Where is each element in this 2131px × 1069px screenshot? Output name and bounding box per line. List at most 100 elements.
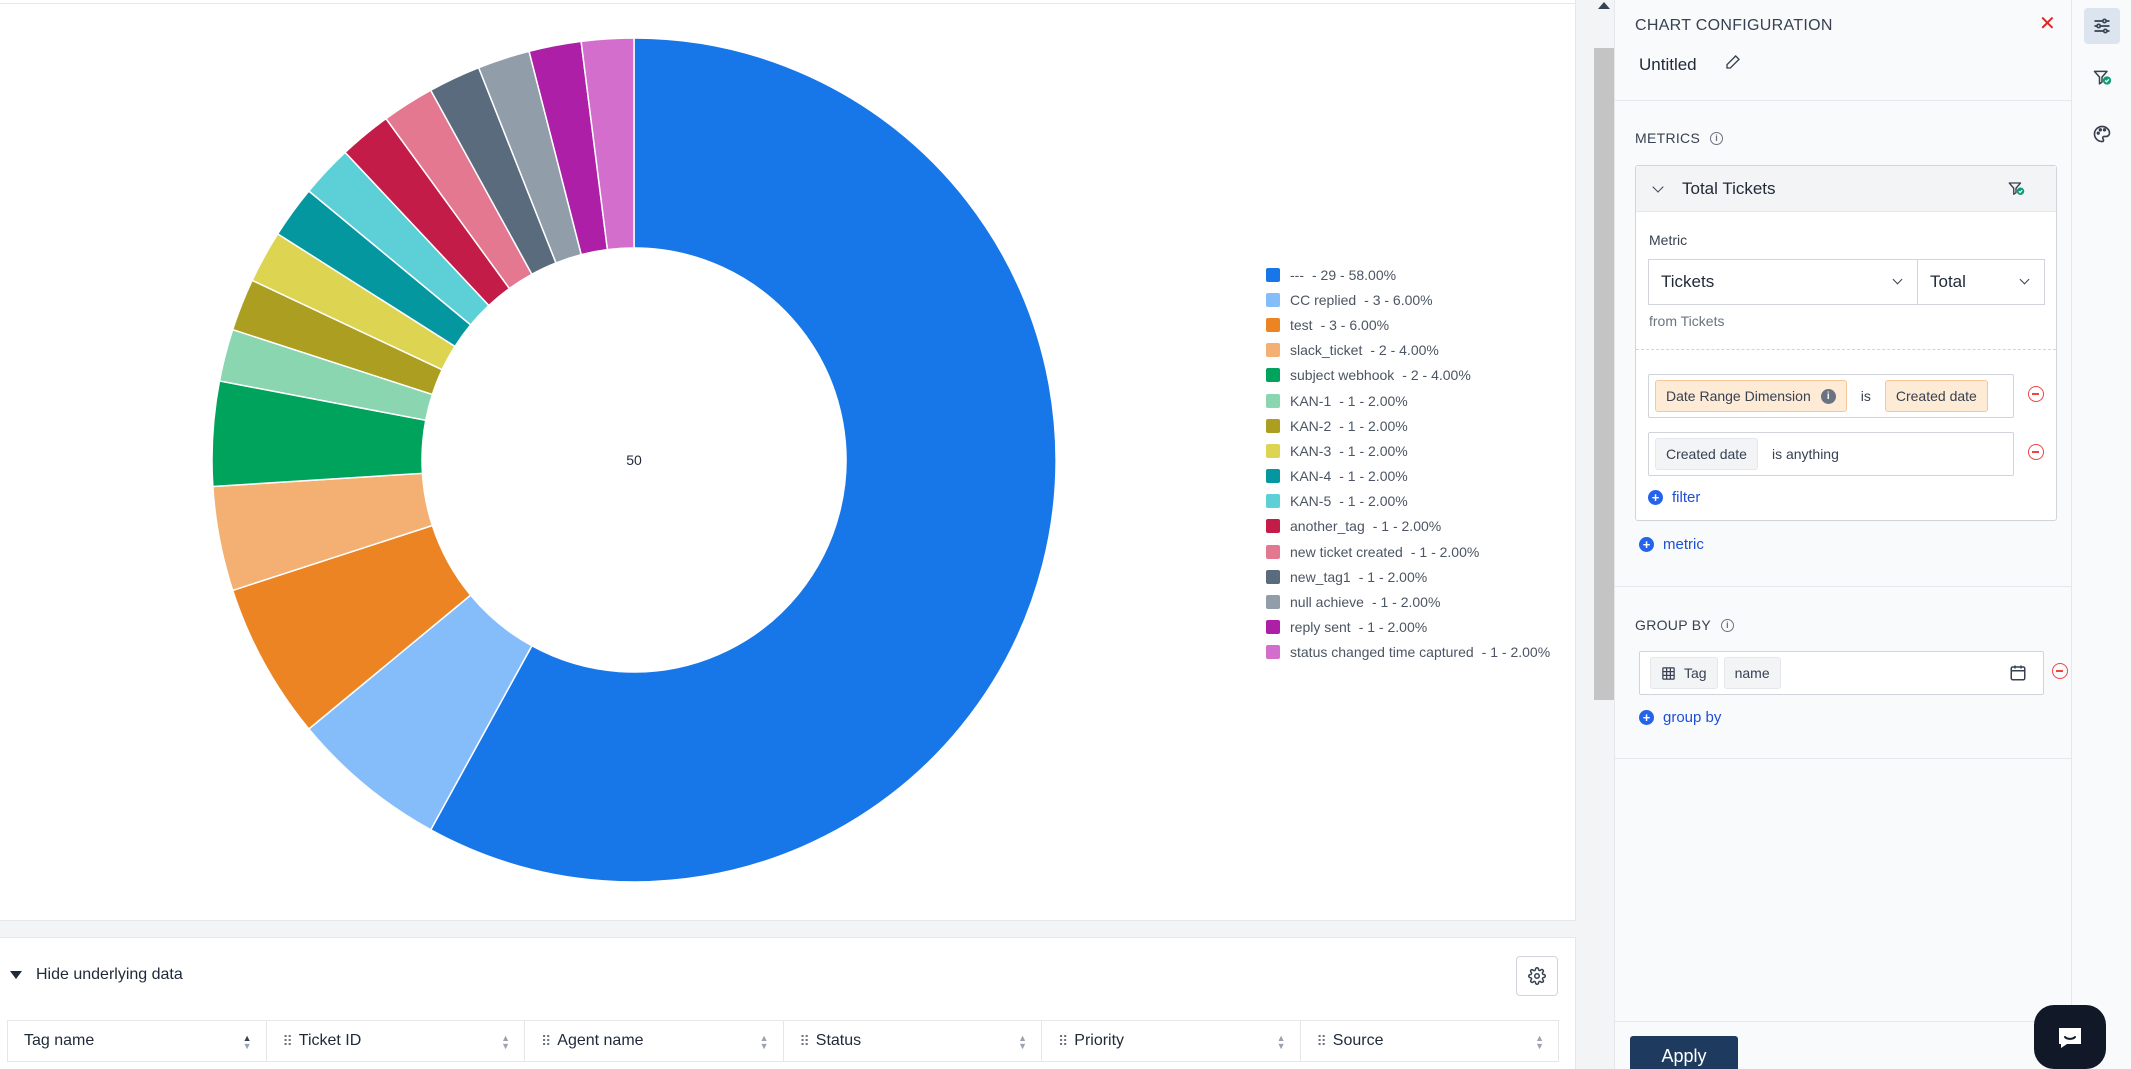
metric-select-value: Tickets <box>1661 272 1715 291</box>
column-header-label: Ticket ID <box>298 1032 362 1049</box>
aggregate-select[interactable]: Total <box>1917 259 2045 305</box>
legend-swatch <box>1266 620 1280 635</box>
divider <box>1615 758 2072 759</box>
drag-handle-icon[interactable]: ⠿ <box>541 1032 551 1049</box>
legend-label: CC replied <box>1290 291 1357 308</box>
info-icon[interactable]: i <box>1721 618 1735 632</box>
metric-source-text: from Tickets <box>1649 313 1725 329</box>
sort-icon[interactable]: ▲ ▼ <box>501 1033 510 1051</box>
legend-item[interactable]: subject webhook - 2 - 4.00% <box>1266 363 1550 388</box>
legend-value: - 2 - 4.00% <box>1402 367 1471 384</box>
sort-icon[interactable]: ▲ ▼ <box>242 1033 252 1051</box>
remove-filter-icon[interactable] <box>2028 444 2044 460</box>
drag-handle-icon[interactable]: ⠿ <box>1058 1032 1068 1049</box>
filter-value-chip[interactable]: Created date <box>1884 380 1988 412</box>
sort-icon[interactable]: ▲ ▼ <box>759 1033 769 1051</box>
filter-operator: is <box>1860 388 1871 404</box>
configuration-tab[interactable] <box>2084 8 2120 44</box>
column-header[interactable]: ⠿ Priority ▲ ▼ <box>1042 1021 1301 1061</box>
chevron-down-icon <box>1892 274 1903 285</box>
filter-row-date-range[interactable]: Date Range Dimension i is Created date <box>1648 374 2014 418</box>
legend-item[interactable]: another_tag - 1 - 2.00% <box>1266 514 1550 539</box>
group-by-section-label: GROUP BY i <box>1635 617 1735 633</box>
add-filter-button[interactable]: + filter <box>1648 489 1700 506</box>
chart-top-border <box>0 3 1576 4</box>
panel-title: CHART CONFIGURATION <box>1635 17 1833 34</box>
metric-field-label: Metric <box>1649 232 1688 248</box>
filter-check-icon[interactable] <box>2007 180 2025 203</box>
drag-handle-icon[interactable]: ⠿ <box>1316 1032 1327 1049</box>
caret-down-icon <box>10 971 22 979</box>
legend-item[interactable]: null achieve - 1 - 2.00% <box>1266 589 1550 614</box>
column-header[interactable]: Tag name ▲ ▼ <box>8 1021 267 1061</box>
legend-item[interactable]: slack_ticket - 2 - 4.00% <box>1266 338 1550 363</box>
drag-handle-icon[interactable]: ⠿ <box>282 1032 293 1049</box>
add-group-by-button[interactable]: + group by <box>1639 709 1721 726</box>
legend-value: - 1 - 2.00% <box>1339 442 1408 459</box>
group-by-row[interactable]: Tag name <box>1639 651 2044 695</box>
hide-underlying-data-toggle[interactable]: Hide underlying data <box>10 966 183 984</box>
style-tab[interactable] <box>2084 116 2120 152</box>
column-header[interactable]: ⠿ Status ▲ ▼ <box>784 1021 1042 1061</box>
legend-item[interactable]: KAN-2 - 1 - 2.00% <box>1266 413 1550 438</box>
legend-item[interactable]: new ticket created - 1 - 2.00% <box>1266 539 1550 564</box>
legend-item[interactable]: CC replied - 3 - 6.00% <box>1266 287 1550 312</box>
legend-item[interactable]: KAN-1 - 1 - 2.00% <box>1266 388 1550 413</box>
donut-center-total: 50 <box>626 452 642 468</box>
info-icon[interactable]: i <box>1710 131 1724 145</box>
metric-header[interactable]: Total Tickets <box>1636 166 2056 212</box>
column-header[interactable]: ⠿ Ticket ID ▲ ▼ <box>267 1021 525 1061</box>
metric-card: Total Tickets Metric Tickets Total from <box>1635 165 2057 521</box>
legend-item[interactable]: KAN-4 - 1 - 2.00% <box>1266 464 1550 489</box>
edit-name-button[interactable] <box>1725 54 1741 75</box>
calendar-icon[interactable] <box>2009 664 2027 687</box>
legend-value: - 1 - 2.00% <box>1358 568 1428 585</box>
group-by-field-chip[interactable]: name <box>1723 657 1781 689</box>
legend-item[interactable]: KAN-3 - 1 - 2.00% <box>1266 438 1550 463</box>
column-header[interactable]: ⠿ Agent name ▲ ▼ <box>525 1021 784 1061</box>
filters-tab[interactable] <box>2084 60 2120 96</box>
legend-label: another_tag <box>1290 518 1365 535</box>
chevron-down-icon[interactable] <box>1652 181 1664 193</box>
legend-item[interactable]: new_tag1 - 1 - 2.00% <box>1266 564 1550 589</box>
legend-item[interactable]: KAN-5 - 1 - 2.00% <box>1266 489 1550 514</box>
close-icon[interactable]: ✕ <box>2039 13 2056 35</box>
filter-field-label: Date Range Dimension <box>1666 388 1811 404</box>
data-table-header: Tag name ▲ ▼ ⠿ Ticket ID ▲ ▼ ⠿ Agent name ▲ ▼ ⠿ Stat… <box>7 1020 1559 1062</box>
scroll-up-arrow-icon[interactable] <box>1598 2 1610 9</box>
legend-swatch <box>1266 544 1280 559</box>
sort-icon[interactable]: ▲ ▼ <box>1535 1033 1544 1051</box>
add-metric-button[interactable]: + metric <box>1639 536 1704 553</box>
apply-button[interactable]: Apply <box>1630 1036 1738 1069</box>
remove-filter-icon[interactable] <box>2028 386 2044 402</box>
add-group-by-label: group by <box>1663 709 1722 726</box>
filter-field-chip[interactable]: Created date <box>1655 438 1758 470</box>
donut-slice[interactable] <box>580 37 635 251</box>
legend-item[interactable]: --- - 29 - 58.00% <box>1266 262 1550 287</box>
table-settings-button[interactable] <box>1516 956 1558 996</box>
hide-underlying-data-label: Hide underlying data <box>36 966 183 983</box>
legend-label: status changed time captured <box>1290 644 1474 661</box>
legend-item[interactable]: status changed time captured - 1 - 2.00% <box>1266 640 1550 665</box>
legend-value: - 3 - 6.00% <box>1364 291 1433 308</box>
chat-launcher-button[interactable] <box>2034 1005 2106 1069</box>
pencil-icon <box>1726 55 1740 69</box>
info-icon[interactable]: i <box>1820 388 1836 404</box>
sort-icon[interactable]: ▲ ▼ <box>1018 1033 1027 1051</box>
metric-select[interactable]: Tickets <box>1648 259 1918 305</box>
legend-item[interactable]: reply sent - 1 - 2.00% <box>1266 615 1550 640</box>
legend-item[interactable]: test - 3 - 6.00% <box>1266 312 1550 337</box>
chevron-down-icon <box>2019 274 2030 285</box>
scrollbar-thumb[interactable] <box>1594 48 1614 700</box>
filter-field-chip[interactable]: Date Range Dimension i <box>1655 380 1847 412</box>
column-header[interactable]: ⠿ Source ▲ ▼ <box>1301 1021 1559 1061</box>
donut-slice[interactable] <box>429 37 1057 883</box>
legend-label: KAN-5 <box>1290 493 1332 510</box>
divider <box>1615 100 2072 101</box>
group-by-table-chip[interactable]: Tag <box>1650 657 1718 689</box>
drag-handle-icon[interactable]: ⠿ <box>799 1032 810 1049</box>
legend-swatch <box>1266 443 1280 458</box>
remove-group-by-icon[interactable] <box>2052 663 2068 679</box>
sort-icon[interactable]: ▲ ▼ <box>1276 1033 1286 1051</box>
filter-row-created-date[interactable]: Created date is anything <box>1648 432 2014 476</box>
